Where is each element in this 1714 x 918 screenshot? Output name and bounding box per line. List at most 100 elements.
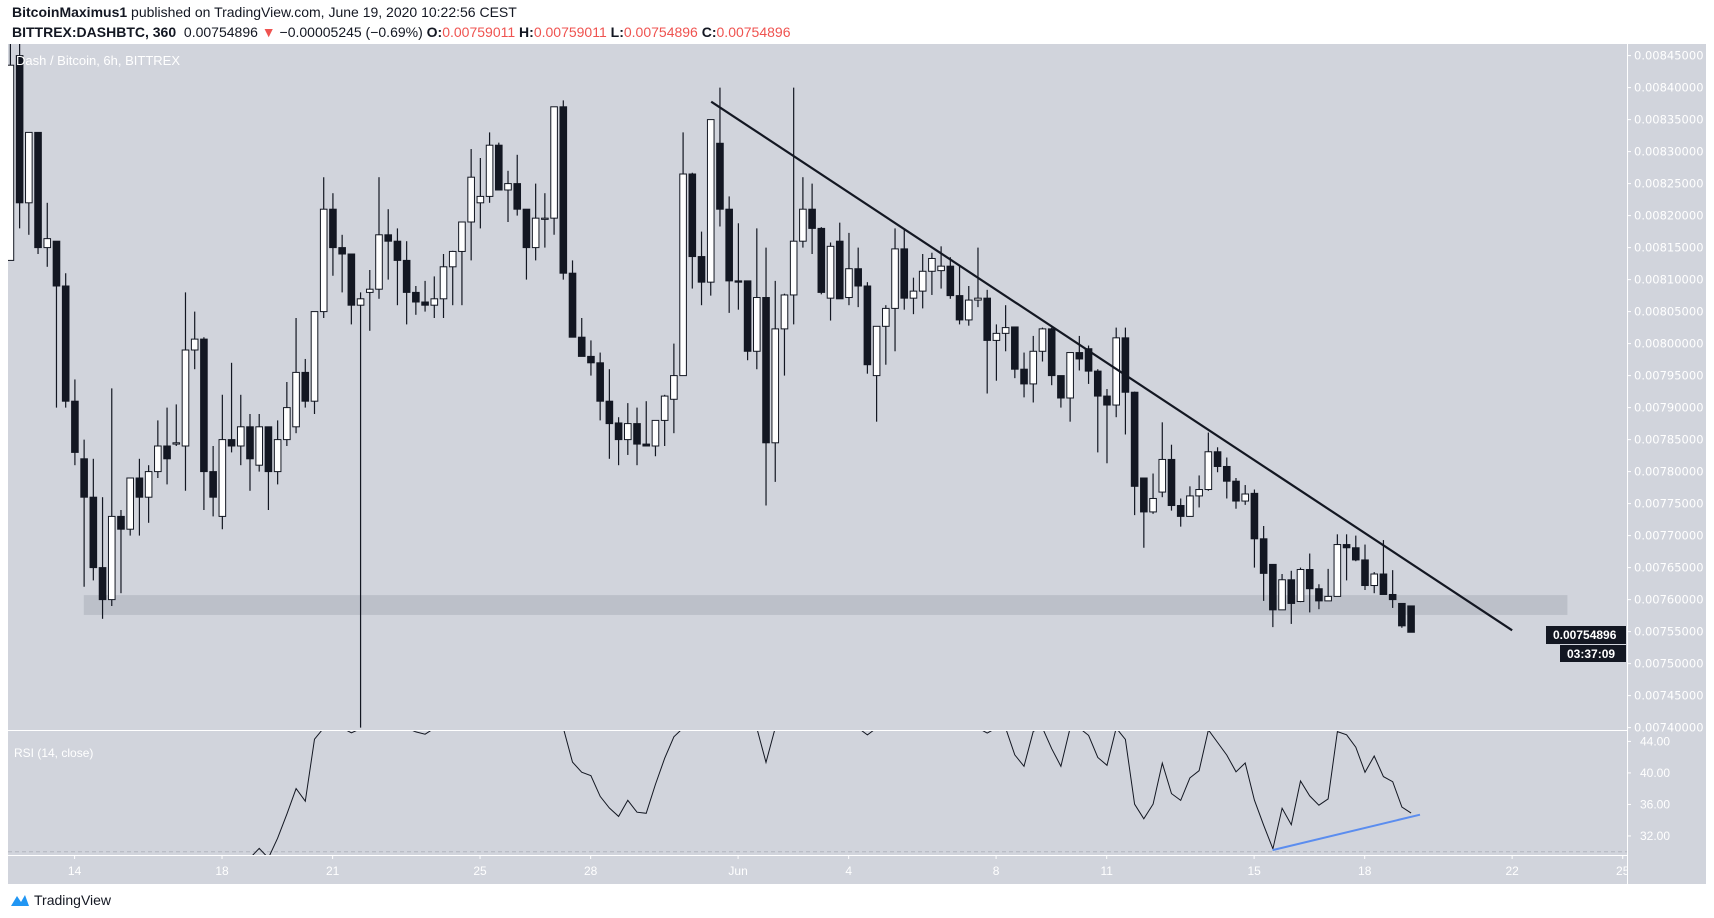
bull-candle-body [660, 395, 669, 421]
trendline-layer[interactable] [710, 100, 1513, 632]
bar-countdown: 03:37:09 [1567, 647, 1615, 661]
bull-candle-body [771, 328, 780, 444]
price-tick-label: 0.00845000 [1634, 49, 1704, 63]
price-tick-label: 0.00825000 [1634, 177, 1704, 191]
time-axis[interactable]: 14 18 21 25 28 Jun 4 8 11 15 18 22 25 [68, 855, 1630, 878]
candle [1204, 432, 1213, 491]
down-arrow-icon: ▼ [261, 24, 276, 40]
bull-candle-body [1333, 544, 1342, 597]
candle [900, 229, 909, 310]
last-price-marker [1546, 626, 1626, 644]
bull-candle-body [107, 515, 116, 601]
bull-candle-body [25, 131, 33, 204]
candle [283, 382, 291, 446]
rsi-tick-label: 36.00 [1640, 797, 1670, 811]
candle [1370, 572, 1379, 594]
candle [642, 401, 651, 447]
candle [882, 305, 890, 365]
candle [43, 202, 52, 267]
bear-candle-body [80, 458, 88, 498]
bear-candle-body [1232, 480, 1240, 502]
bear-candle-body [15, 55, 24, 204]
price-tick-label: 0.00795000 [1634, 369, 1704, 383]
bear-candle-body [393, 240, 402, 261]
price-tick-label: 0.00750000 [1634, 657, 1704, 671]
rsi-pane [8, 731, 1627, 855]
rsi-line [252, 731, 1412, 855]
candle [1278, 574, 1286, 611]
support-zone[interactable] [83, 595, 1568, 615]
candle [918, 254, 927, 309]
candle [1093, 369, 1102, 453]
candle [1388, 570, 1397, 608]
rsi-trendline[interactable] [1272, 813, 1421, 852]
price-axis[interactable]: 0.00845000 0.00840000 0.00835000 0.00830000… [1627, 49, 1704, 735]
bull-candle-body [753, 297, 761, 352]
candle [762, 247, 770, 506]
candle [181, 292, 190, 491]
bull-candle-body [255, 426, 264, 466]
bear-candle-body [71, 400, 79, 453]
bull-candle-body [1195, 489, 1203, 497]
bull-candle-body [845, 268, 853, 299]
candle [504, 170, 512, 222]
price-tick-label: 0.00800000 [1634, 337, 1704, 351]
bull-candle-body [882, 307, 890, 327]
bull-candle-body [485, 144, 494, 197]
bear-candle-body [402, 259, 411, 293]
bull-candle-body [190, 338, 199, 351]
candle [1112, 327, 1121, 418]
rsi-tick-label: 40.00 [1640, 766, 1670, 780]
candle [1222, 457, 1231, 499]
time-tick-label: 25 [473, 864, 487, 878]
bull-candle-body [356, 298, 365, 306]
candle [61, 273, 70, 408]
candle [513, 154, 522, 216]
bull-candle-body [504, 183, 512, 191]
candle [494, 142, 503, 191]
bear-candle-body [900, 248, 909, 299]
open-label: O: [426, 24, 443, 40]
bull-candle-body [476, 195, 485, 204]
bear-candle-body [1103, 395, 1111, 406]
candle [522, 208, 531, 280]
bull-candle-body [1038, 328, 1047, 352]
bear-candle-body [955, 295, 964, 321]
candle [89, 458, 98, 581]
bull-candle-body [918, 270, 927, 292]
last-price: 0.00754896 [183, 24, 258, 40]
bear-candle-body [863, 285, 872, 366]
bear-candle-body [1020, 368, 1028, 385]
footer-brand[interactable]: TradingView [10, 892, 111, 908]
bear-candle-body [808, 208, 816, 229]
bear-candle-body [1379, 573, 1388, 595]
author-name[interactable]: BitcoinMaximus1 [12, 4, 128, 20]
bear-candle-body [1342, 544, 1351, 549]
price-change: −0.00005245 (−0.69%) [279, 24, 423, 40]
bear-candle-body [338, 247, 346, 255]
bull-candle-body [430, 298, 439, 306]
bull-candle-body [310, 311, 319, 402]
candle [706, 119, 715, 296]
rsi-axis[interactable]: 44.00 40.00 36.00 32.00 [1627, 734, 1670, 843]
candle [1001, 305, 1010, 352]
bear-candle-body [596, 362, 604, 402]
candle [301, 358, 310, 408]
candle [983, 289, 991, 394]
candle [1259, 526, 1268, 601]
resistance-trendline[interactable] [710, 100, 1513, 632]
bear-candle-body [1398, 602, 1406, 627]
bear-candle-body [1222, 465, 1231, 482]
candle [734, 223, 743, 310]
bull-candle-body [679, 173, 687, 377]
candle [375, 177, 383, 299]
bear-candle-body [412, 291, 420, 303]
bull-candle-body [928, 257, 936, 272]
bear-candle-body [605, 400, 614, 425]
symbol-info-bar: BITTREX:DASHBTC, 360 0.00754896 ▼ −0.000… [12, 24, 790, 40]
candle [651, 419, 660, 457]
time-tick-label: 14 [68, 864, 82, 878]
bear-candle-body [587, 355, 595, 364]
candle [144, 465, 153, 523]
